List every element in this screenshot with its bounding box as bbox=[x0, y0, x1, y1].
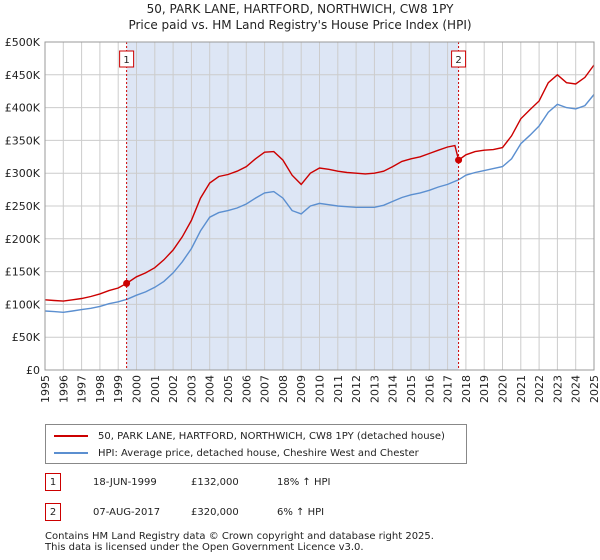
x-tick-label: 1995 bbox=[39, 375, 52, 403]
x-tick-label: 2006 bbox=[240, 375, 253, 403]
sale-point bbox=[455, 156, 463, 164]
chart-title: 50, PARK LANE, HARTFORD, NORTHWICH, CW8 … bbox=[146, 2, 454, 16]
plot-border bbox=[44, 41, 595, 371]
x-tick-label: 2014 bbox=[387, 375, 400, 403]
x-tick-label: 2005 bbox=[222, 375, 235, 403]
x-tick-label: 2015 bbox=[405, 375, 418, 403]
x-tick-label: 2024 bbox=[570, 375, 583, 403]
annotation-badge bbox=[451, 50, 467, 68]
x-tick-label: 2012 bbox=[350, 375, 363, 403]
transaction-date: 07-AUG-2017 bbox=[93, 506, 161, 518]
x-tick-label: 2020 bbox=[497, 375, 510, 403]
x-tick-label: 2009 bbox=[295, 375, 308, 403]
annotation-label: 1 bbox=[123, 55, 129, 66]
y-tick-label: £150K bbox=[5, 266, 41, 279]
x-tick-label: 2011 bbox=[332, 375, 345, 403]
property-price-line bbox=[44, 64, 595, 302]
x-tick-label: 2025 bbox=[588, 375, 600, 403]
transaction-price: £320,000 bbox=[191, 506, 239, 518]
x-tick-label: 2007 bbox=[259, 375, 272, 403]
x-tick-label: 2004 bbox=[204, 375, 217, 403]
x-tick-label: 2017 bbox=[442, 375, 455, 403]
x-axis-ticks: 1995 1996 1997 1998 1999 2000 2001 2002 2003 2004… bbox=[39, 375, 600, 403]
y-tick-label: £0 bbox=[26, 364, 40, 377]
transaction-row: 2 07-AUG-2017 £320,000 6% ↑ HPI bbox=[45, 502, 367, 522]
x-tick-label: 2016 bbox=[423, 375, 436, 403]
gridlines bbox=[44, 41, 595, 371]
sale-point bbox=[123, 279, 131, 287]
y-tick-label: £400K bbox=[5, 102, 41, 115]
chart-subtitle: Price paid vs. HM Land Registry's House … bbox=[128, 18, 472, 32]
legend: 50, PARK LANE, HARTFORD, NORTHWICH, CW8 … bbox=[45, 424, 467, 464]
transaction-row: 1 18-JUN-1999 £132,000 18% ↑ HPI bbox=[45, 472, 367, 492]
x-tick-label: 2000 bbox=[131, 375, 144, 403]
y-tick-label: £300K bbox=[5, 167, 41, 180]
x-tick-label: 1997 bbox=[76, 375, 89, 403]
hpi-line bbox=[44, 94, 595, 314]
price-chart: £0 £50K £100K £150K £200K £250K £300K £350K £400… bbox=[5, 36, 600, 403]
legend-item-hpi: HPI: Average price, detached house, Ches… bbox=[54, 445, 419, 461]
legend-swatch-hpi bbox=[54, 452, 88, 454]
x-tick-label: 2013 bbox=[368, 375, 381, 403]
x-tick-label: 1999 bbox=[112, 375, 125, 403]
transaction-badge: 1 bbox=[45, 473, 61, 491]
x-tick-label: 1996 bbox=[57, 375, 70, 403]
x-tick-label: 2019 bbox=[478, 375, 491, 403]
x-tick-label: 1998 bbox=[94, 375, 107, 403]
transaction-hpi: 6% ↑ HPI bbox=[277, 506, 325, 518]
legend-item-property: 50, PARK LANE, HARTFORD, NORTHWICH, CW8 … bbox=[54, 428, 445, 444]
transaction-date: 18-JUN-1999 bbox=[93, 476, 157, 488]
y-tick-label: £250K bbox=[5, 200, 41, 213]
footer: Contains HM Land Registry data © Crown c… bbox=[45, 531, 434, 553]
y-tick-label: £350K bbox=[5, 134, 41, 147]
x-tick-label: 2002 bbox=[167, 375, 180, 403]
y-tick-label: £450K bbox=[5, 69, 41, 82]
y-tick-label: £200K bbox=[5, 233, 41, 246]
x-tick-label: 2023 bbox=[551, 375, 564, 403]
annotation-label: 2 bbox=[455, 55, 461, 66]
y-tick-label: £100K bbox=[5, 298, 41, 311]
x-tick-label: 2010 bbox=[314, 375, 327, 403]
x-tick-label: 2018 bbox=[460, 375, 473, 403]
y-tick-label: £50K bbox=[12, 331, 41, 344]
x-tick-label: 2022 bbox=[533, 375, 546, 403]
x-tick-label: 2008 bbox=[277, 375, 290, 403]
footer-line1: Contains HM Land Registry data © Crown c… bbox=[45, 531, 434, 542]
x-tick-label: 2001 bbox=[149, 375, 162, 403]
legend-swatch-property bbox=[54, 435, 88, 437]
x-tick-label: 2021 bbox=[515, 375, 528, 403]
footer-line2: This data is licensed under the Open Gov… bbox=[45, 542, 364, 553]
y-tick-label: £500K bbox=[5, 36, 41, 49]
transaction-price: £132,000 bbox=[191, 476, 239, 488]
series-lines bbox=[44, 64, 595, 314]
y-axis-ticks: £0 £50K £100K £150K £200K £250K £300K £350K £400… bbox=[5, 36, 41, 377]
transaction-hpi: 18% ↑ HPI bbox=[277, 476, 331, 488]
transaction-badge: 2 bbox=[45, 503, 61, 521]
legend-label-hpi: HPI: Average price, detached house, Ches… bbox=[98, 447, 419, 459]
x-tick-label: 2003 bbox=[185, 375, 198, 403]
legend-label-property: 50, PARK LANE, HARTFORD, NORTHWICH, CW8 … bbox=[98, 430, 445, 442]
annotation-badge bbox=[119, 50, 135, 68]
